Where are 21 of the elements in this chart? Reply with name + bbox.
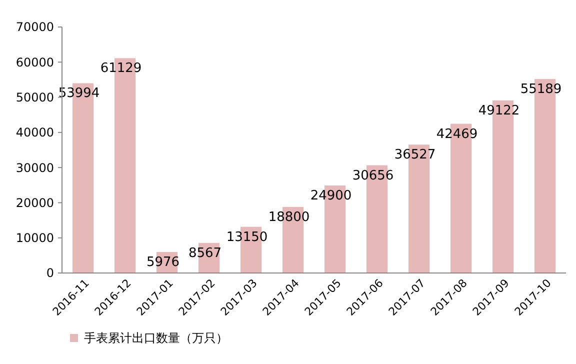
legend-label: 手表累计出口数量（万只） <box>84 331 228 346</box>
data-label: 49122 <box>478 103 520 118</box>
y-tick-label: 0 <box>46 266 54 280</box>
y-tick-label: 50000 <box>16 90 54 104</box>
data-label: 30656 <box>352 168 394 184</box>
data-label: 42469 <box>436 126 478 142</box>
data-label: 36527 <box>394 148 436 163</box>
y-tick-label: 30000 <box>16 160 54 175</box>
data-label: 18800 <box>268 210 310 225</box>
data-label: 8567 <box>188 246 222 261</box>
data-label: 61129 <box>100 61 142 76</box>
y-tick-label: 40000 <box>16 126 54 140</box>
data-label: 55189 <box>520 82 562 98</box>
y-tick-label: 60000 <box>16 55 54 70</box>
data-label: 13150 <box>226 230 268 245</box>
y-tick-label: 20000 <box>16 196 54 210</box>
data-label: 53994 <box>58 86 100 102</box>
data-label: 24900 <box>310 188 352 204</box>
data-label: 5976 <box>146 255 180 270</box>
y-tick-label: 70000 <box>16 20 54 34</box>
y-tick-label: 10000 <box>16 231 54 246</box>
